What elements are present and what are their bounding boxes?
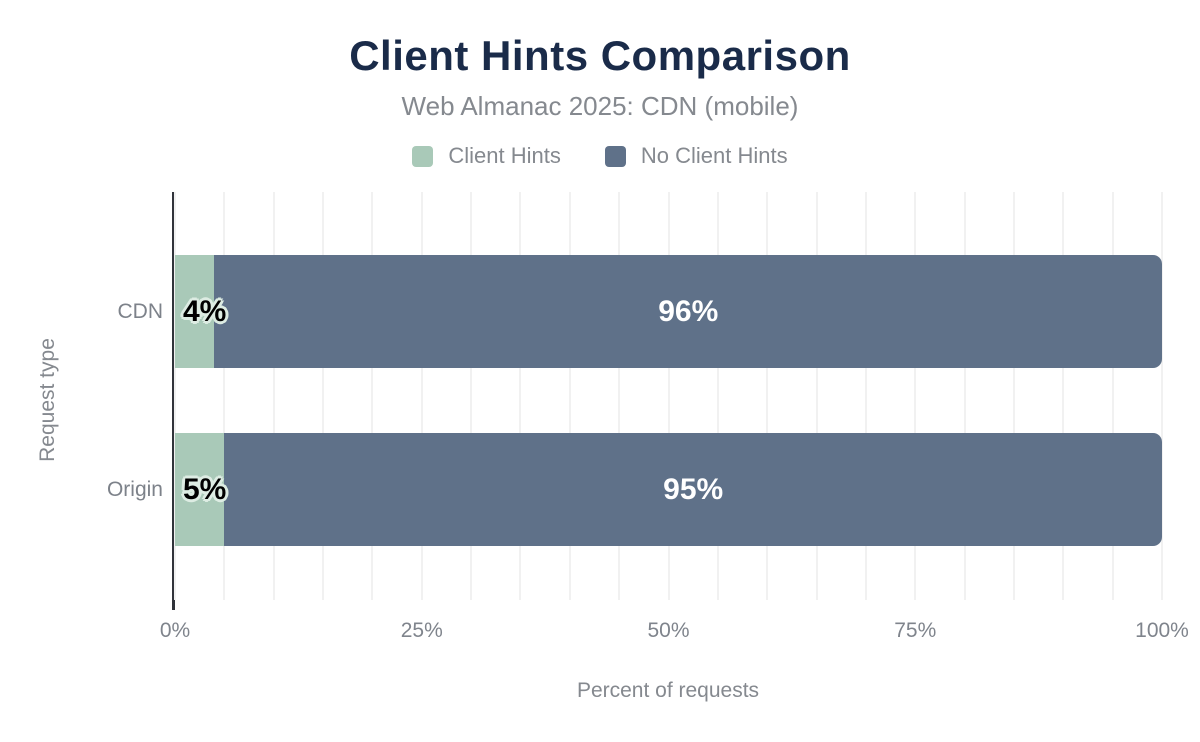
bar-value-label: 95% (663, 472, 724, 506)
bar-segment-cdn-no-client-hints[interactable]: 96% (214, 255, 1162, 368)
category-label-cdn: CDN (117, 300, 164, 323)
legend-item-1[interactable]: No Client Hints (604, 143, 788, 169)
gridline-30 (470, 192, 473, 600)
gridline-95 (1111, 192, 1114, 600)
chart-title: Client Hints Comparison (349, 32, 851, 79)
gridline-80 (963, 192, 966, 600)
plot-area: 96% 4% 95% 5% (172, 192, 1163, 610)
gridline-55 (716, 192, 719, 600)
gridline-60 (766, 192, 769, 600)
bar-value-label: 5% (183, 472, 227, 506)
x-tick-label-50: 50% (647, 619, 690, 642)
gridline-45 (618, 192, 621, 600)
x-tick-label-0: 0% (159, 619, 191, 642)
x-tick-label-75: 75% (894, 619, 937, 642)
legend-swatch-icon (604, 145, 626, 167)
gridline-40 (568, 192, 571, 600)
bar-segment-origin-no-client-hints[interactable]: 95% (224, 433, 1162, 546)
legend-item-0[interactable]: Client Hints (412, 143, 561, 169)
gridline-65 (815, 192, 818, 600)
gridline-0 (174, 192, 176, 600)
bar-value-label: 96% (658, 294, 719, 328)
gridline-100 (1161, 192, 1163, 600)
gridline-10 (272, 192, 275, 600)
gridline-25 (420, 192, 423, 600)
bar-segment-origin-client-hints[interactable] (175, 433, 225, 546)
gridline-85 (1012, 192, 1015, 600)
bar-row-cdn: 96% 4% (175, 255, 1162, 368)
chart-subtitle: Web Almanac 2025: CDN (mobile) (401, 91, 799, 121)
legend-label: No Client Hints (640, 143, 788, 168)
x-tick-label-25: 25% (400, 619, 443, 642)
gridline-20 (371, 192, 374, 600)
legend-label: Client Hints (448, 143, 561, 168)
y-axis-line (172, 192, 175, 610)
gridline-15 (322, 192, 325, 600)
bar-value-label: 4% (183, 294, 227, 328)
legend: Client Hints No Client Hints (0, 143, 1200, 169)
gridline-35 (519, 192, 522, 600)
bar-segment-cdn-client-hints[interactable] (175, 255, 215, 368)
gridline-70 (864, 192, 867, 600)
gridline-50 (667, 192, 670, 600)
x-tick-label-100: 100% (1135, 619, 1189, 642)
gridline-75 (914, 192, 917, 600)
gridline-90 (1062, 192, 1065, 600)
category-label-origin: Origin (106, 478, 163, 501)
gridline-5 (223, 192, 226, 600)
x-axis-title: Percent of requests (576, 679, 760, 702)
legend-swatch-icon (412, 145, 434, 167)
bar-row-origin: 95% 5% (175, 433, 1162, 546)
